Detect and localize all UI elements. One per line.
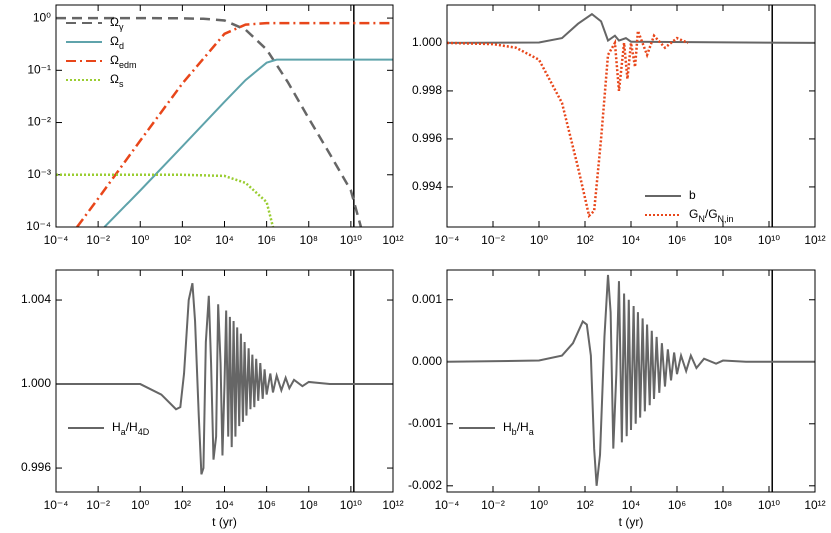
x-tick-label: 10⁻⁴: [435, 233, 460, 247]
y-tick-label: 10⁻¹: [27, 62, 51, 76]
x-tick-label: 10²: [576, 498, 593, 512]
x-tick-label: 10⁸: [714, 233, 732, 247]
x-tick-label: 10¹⁰: [758, 498, 780, 512]
x-tick-label: 10⁰: [131, 498, 149, 512]
x-tick-label: 10⁻²: [481, 233, 505, 247]
y-tick-label: 1.000: [21, 376, 51, 390]
x-tick-label: 10⁻⁴: [44, 498, 69, 512]
y-tick-label: 10⁻²: [27, 115, 51, 129]
legend: Ωγ Ωd Ωedm Ωs: [66, 15, 137, 89]
x-tick-label: 10⁸: [300, 233, 318, 247]
plot-frame: [446, 269, 816, 493]
legend-label: Ωedm: [110, 53, 137, 70]
x-tick-label: 10¹⁰: [340, 233, 362, 247]
x-tick-label: 10⁻⁴: [435, 498, 460, 512]
y-tick-label: 0.994: [412, 179, 442, 193]
y-tick-label: 10⁻⁴: [26, 219, 51, 233]
plot-frame: [446, 4, 816, 228]
x-tick-label: 10⁻²: [86, 233, 110, 247]
data-line: [447, 30, 689, 219]
x-tick-label: 10⁻⁴: [44, 233, 69, 247]
y-tick-label: 1.000: [412, 35, 442, 49]
legend-label: Ωγ: [110, 15, 124, 32]
legend-label: Ha/H4D: [112, 420, 150, 437]
x-tick-label: 10¹⁰: [758, 233, 780, 247]
data-line: [447, 12, 815, 44]
x-axis-label: t (yr): [212, 515, 237, 529]
y-tick-label: 0.998: [412, 83, 442, 97]
y-tick-label: -0.002: [408, 478, 442, 492]
x-axis-label: t (yr): [619, 515, 644, 529]
x-tick-label: 10⁰: [530, 233, 548, 247]
legend-label: b: [689, 188, 696, 202]
data-line: [56, 16, 363, 227]
plot-area: [447, 270, 815, 492]
data-line: [56, 173, 275, 227]
plot-area: [447, 5, 815, 227]
x-tick-label: 10¹²: [804, 498, 825, 512]
legend: Ha/H4D: [68, 420, 150, 437]
x-tick-label: 10¹²: [382, 498, 403, 512]
data-line: [447, 274, 815, 486]
y-tick-label: 0.000: [412, 354, 442, 368]
x-tick-label: 10⁸: [300, 498, 318, 512]
x-tick-label: 10¹⁰: [340, 498, 362, 512]
x-tick-label: 10⁶: [257, 233, 275, 247]
x-tick-label: 10¹²: [804, 233, 825, 247]
x-tick-label: 10⁸: [714, 498, 732, 512]
y-tick-label: 0.996: [21, 460, 51, 474]
legend-label: Ωs: [110, 72, 124, 89]
x-tick-label: 10²: [576, 233, 593, 247]
panel: 10⁻⁴ 10⁻² 10⁰ 10² 10⁴ 10⁶ 10⁸ 10¹⁰ 10¹² 0.994 0.99…: [412, 4, 826, 247]
legend-label: Ωd: [110, 34, 124, 51]
legend: b GN/GN,in: [645, 188, 734, 224]
x-tick-label: 10⁴: [215, 498, 234, 512]
x-tick-label: 10²: [174, 498, 191, 512]
data-line: [76, 21, 393, 227]
x-tick-label: 10⁴: [622, 233, 641, 247]
data-line: [103, 58, 393, 227]
x-tick-label: 10⁰: [131, 233, 149, 247]
x-tick-label: 10⁻²: [481, 498, 505, 512]
x-tick-label: 10⁴: [215, 233, 234, 247]
x-tick-label: 10⁶: [257, 498, 275, 512]
panel: 10⁻⁴ 10⁻² 10⁰ 10² 10⁴ 10⁶ 10⁸ 10¹⁰ 10¹² 10⁻⁴ 10⁻³ 1…: [26, 4, 404, 247]
plot-area: [56, 270, 393, 492]
x-tick-label: 10¹²: [382, 233, 403, 247]
y-tick-label: 10⁻³: [27, 167, 51, 181]
legend: Hb/Ha: [459, 420, 534, 437]
plot-area: [56, 5, 393, 227]
y-tick-label: 1.004: [21, 292, 51, 306]
x-tick-label: 10⁶: [668, 233, 686, 247]
y-tick-label: 0.001: [412, 292, 442, 306]
panel: 10⁻⁴ 10⁻² 10⁰ 10² 10⁴ 10⁶ 10⁸ 10¹⁰ 10¹² -0.002 -0.…: [408, 269, 826, 529]
y-tick-label: -0.001: [408, 416, 442, 430]
x-tick-label: 10⁴: [622, 498, 641, 512]
y-tick-label: 10⁰: [33, 10, 51, 24]
x-tick-label: 10⁰: [530, 498, 548, 512]
y-tick-label: 0.996: [412, 131, 442, 145]
legend-label: Hb/Ha: [503, 420, 534, 437]
x-tick-label: 10⁶: [668, 498, 686, 512]
x-tick-label: 10⁻²: [86, 498, 110, 512]
x-tick-label: 10²: [174, 233, 191, 247]
plot-frame: [55, 4, 394, 228]
legend-label: GN/GN,in: [689, 207, 734, 224]
plot-frame: [55, 269, 394, 493]
data-line: [56, 283, 393, 475]
panel: 10⁻⁴ 10⁻² 10⁰ 10² 10⁴ 10⁶ 10⁸ 10¹⁰ 10¹² 0.996 1.00…: [21, 269, 404, 529]
